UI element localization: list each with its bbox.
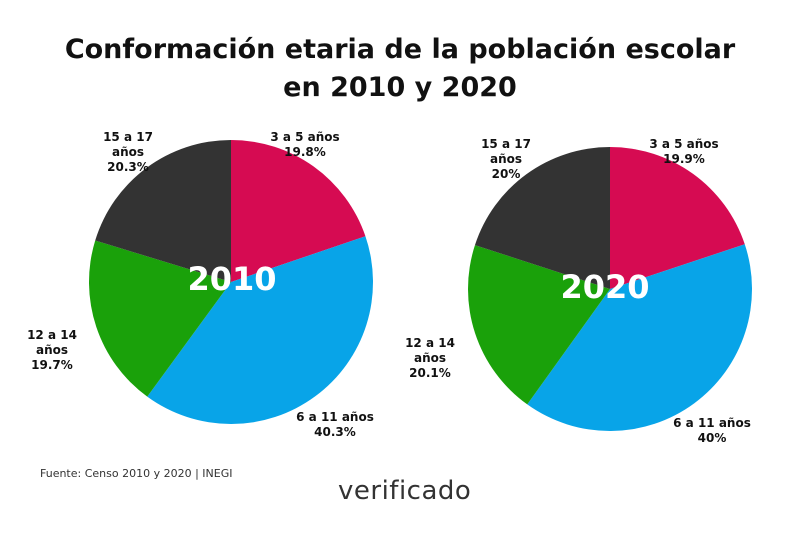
pie-slice	[527, 244, 752, 431]
chart-title: Conformación etaria de la población esco…	[64, 34, 736, 65]
slice-label: 12 a 14 años 20.1%	[390, 336, 470, 381]
slice-value: 40%	[697, 431, 727, 445]
pie-slice	[474, 147, 610, 289]
slice-label: 3 a 5 años 19.8%	[265, 130, 345, 160]
slice-label: 15 a 17 años 20.3%	[88, 130, 168, 175]
pie-slice	[467, 245, 610, 405]
slice-label: 3 a 5 años 19.9%	[644, 137, 724, 167]
source-note: Fuente: Censo 2010 y 2020 | INEGI	[40, 467, 233, 480]
slice-value: 19.9%	[663, 152, 705, 166]
slice-value: 19.7%	[31, 358, 73, 372]
slice-label: 6 a 11 años 40.3%	[295, 410, 375, 440]
verificado-logo: verificado	[338, 476, 472, 506]
pie-slice	[88, 240, 231, 397]
slice-category: 15 a 17 años	[481, 137, 531, 166]
chart-subtitle: en 2010 y 2020	[283, 72, 517, 103]
slice-value: 20.1%	[409, 366, 451, 380]
slice-value: 20.3%	[107, 160, 149, 174]
slice-category: 12 a 14 años	[405, 336, 455, 365]
slice-category: 15 a 17 años	[103, 130, 153, 159]
pie-slice	[231, 140, 366, 282]
pie-slice	[147, 236, 373, 424]
slice-category: 12 a 14 años	[27, 328, 77, 357]
slice-label: 6 a 11 años 40%	[672, 416, 752, 446]
pie-slice	[610, 147, 745, 289]
slice-label: 12 a 14 años 19.7%	[12, 328, 92, 373]
slice-category: 6 a 11 años	[296, 410, 374, 424]
pie-slice	[95, 140, 231, 282]
slice-value: 19.8%	[284, 145, 326, 159]
slice-value: 20%	[491, 167, 521, 181]
slice-label: 15 a 17 años 20%	[466, 137, 546, 182]
slice-category: 3 a 5 años	[649, 137, 719, 151]
slice-value: 40.3%	[314, 425, 356, 439]
slice-category: 3 a 5 años	[270, 130, 340, 144]
slice-category: 6 a 11 años	[673, 416, 751, 430]
pie-center-label: 2010	[187, 260, 276, 298]
pie-center-label: 2020	[560, 268, 649, 306]
